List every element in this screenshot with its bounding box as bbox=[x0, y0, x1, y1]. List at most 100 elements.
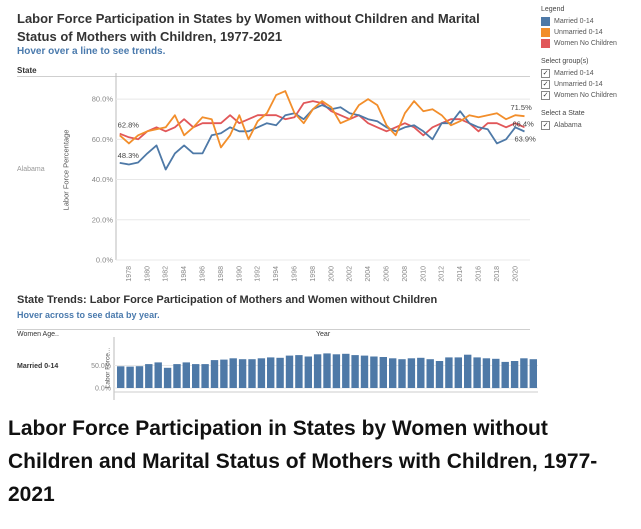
state-row-label: Alabama bbox=[17, 166, 45, 173]
series-line-unmarried-0-14[interactable] bbox=[119, 90, 525, 149]
bar[interactable] bbox=[445, 357, 453, 388]
series-line-married-0-14[interactable] bbox=[119, 104, 525, 171]
legend-swatch bbox=[541, 28, 550, 37]
bar[interactable] bbox=[351, 355, 359, 388]
bar[interactable] bbox=[332, 354, 341, 389]
bar[interactable] bbox=[238, 359, 247, 388]
trends-panel-title: State Trends: Labor Force Participation … bbox=[17, 294, 438, 306]
bar[interactable] bbox=[379, 357, 387, 388]
x-tick-label: 1998 bbox=[310, 266, 317, 282]
legend-item-no-children[interactable]: Women No Children bbox=[541, 38, 639, 49]
bar[interactable] bbox=[426, 359, 434, 388]
bar[interactable] bbox=[285, 355, 294, 388]
legend-label: Women No Children bbox=[554, 40, 617, 47]
legend-title: Legend bbox=[541, 6, 565, 13]
legend-item-married[interactable]: Married 0-14 bbox=[541, 16, 639, 27]
bar[interactable] bbox=[482, 358, 491, 388]
trends-header-divider bbox=[17, 329, 530, 330]
bar[interactable] bbox=[313, 354, 322, 389]
bar[interactable] bbox=[398, 359, 406, 388]
bar[interactable] bbox=[145, 364, 153, 388]
checkbox-label: Unmarried 0-14 bbox=[554, 81, 603, 88]
bar-chart[interactable]: 0.0% 50.0% bbox=[0, 330, 641, 400]
bar[interactable] bbox=[323, 353, 331, 388]
x-tick-label: 1982 bbox=[163, 266, 170, 282]
x-tick-label: 2010 bbox=[420, 266, 427, 282]
group-filter-title: Select group(s) bbox=[541, 58, 589, 65]
hover-hint: Hover over a line to see trends. bbox=[17, 46, 166, 57]
bar[interactable] bbox=[360, 355, 369, 388]
bar[interactable] bbox=[257, 358, 266, 388]
bar[interactable] bbox=[276, 357, 284, 388]
bar[interactable] bbox=[182, 362, 190, 388]
bar[interactable] bbox=[267, 357, 275, 388]
state-column-header: State bbox=[17, 66, 37, 75]
point-label: 66.4% bbox=[512, 119, 534, 128]
bar[interactable] bbox=[295, 355, 303, 388]
bar[interactable] bbox=[454, 357, 462, 388]
x-tick-label: 2020 bbox=[512, 266, 519, 282]
x-tick-label: 1984 bbox=[181, 266, 188, 282]
x-tick-label: 1990 bbox=[236, 266, 243, 282]
checkbox-label: Women No Children bbox=[554, 92, 617, 99]
group-column-header: Women Age.. bbox=[17, 331, 59, 338]
bar[interactable] bbox=[220, 359, 228, 388]
bar[interactable] bbox=[342, 353, 350, 388]
legend-panel: Legend Married 0-14 Unmarried 0-14 Women… bbox=[541, 6, 639, 131]
bar[interactable] bbox=[464, 354, 472, 388]
group-filter-no-children[interactable]: ✓ Women No Children bbox=[541, 90, 639, 101]
bar[interactable] bbox=[501, 361, 509, 388]
bar[interactable] bbox=[126, 366, 134, 388]
state-filter-title: Select a State bbox=[541, 110, 585, 117]
x-tick-label: 1994 bbox=[273, 266, 280, 282]
y-tick-label: 40.0% bbox=[92, 175, 114, 184]
bar[interactable] bbox=[173, 364, 181, 388]
bar[interactable] bbox=[210, 360, 219, 388]
bar[interactable] bbox=[201, 364, 209, 388]
state-filter-alabama[interactable]: ✓ Alabama bbox=[541, 120, 639, 131]
dashboard-title: Labor Force Participation in States by W… bbox=[17, 11, 480, 44]
bar[interactable] bbox=[135, 366, 144, 388]
x-tick-label: 2004 bbox=[365, 266, 372, 282]
bar[interactable] bbox=[473, 357, 481, 388]
bar[interactable] bbox=[304, 356, 312, 389]
x-tick-label: 2008 bbox=[402, 266, 409, 282]
bar[interactable] bbox=[248, 359, 256, 388]
trends-row-label: Married 0-14 bbox=[17, 363, 59, 370]
series-line-women-no-children[interactable] bbox=[119, 100, 525, 141]
point-label: 48.3% bbox=[118, 151, 140, 160]
checkbox-label: Alabama bbox=[554, 122, 582, 129]
bar[interactable] bbox=[407, 358, 416, 388]
x-tick-label: 1996 bbox=[291, 266, 298, 282]
checkbox[interactable]: ✓ bbox=[541, 69, 550, 78]
bar[interactable] bbox=[529, 359, 537, 388]
checkbox[interactable]: ✓ bbox=[541, 80, 550, 89]
point-label: 63.9% bbox=[514, 134, 536, 143]
bar[interactable] bbox=[389, 358, 397, 388]
x-tick-label: 2014 bbox=[457, 266, 464, 282]
bar[interactable] bbox=[117, 366, 125, 388]
bar[interactable] bbox=[417, 357, 425, 388]
checkbox[interactable]: ✓ bbox=[541, 121, 550, 130]
bar[interactable] bbox=[154, 362, 162, 388]
bar[interactable] bbox=[510, 361, 519, 388]
x-tick-label: 2006 bbox=[383, 266, 390, 282]
bar[interactable] bbox=[163, 367, 172, 389]
bar[interactable] bbox=[520, 358, 528, 388]
line-chart[interactable]: 0.0% 20.0% 40.0% 60.0% 80.0% 1978 1980 1982 1984… bbox=[0, 0, 641, 300]
bar[interactable] bbox=[435, 361, 444, 388]
legend-label: Married 0-14 bbox=[554, 18, 594, 25]
legend-swatch bbox=[541, 17, 550, 26]
y-tick-label: 0.0% bbox=[96, 256, 113, 265]
legend-swatch bbox=[541, 39, 550, 48]
checkbox[interactable]: ✓ bbox=[541, 91, 550, 100]
legend-item-unmarried[interactable]: Unmarried 0-14 bbox=[541, 27, 639, 38]
bar[interactable] bbox=[492, 358, 500, 389]
bar[interactable] bbox=[192, 364, 200, 388]
y-tick-label: 80.0% bbox=[92, 95, 114, 104]
bar[interactable] bbox=[229, 358, 237, 388]
group-filter-unmarried[interactable]: ✓ Unmarried 0-14 bbox=[541, 79, 639, 90]
group-filter-married[interactable]: ✓ Married 0-14 bbox=[541, 68, 639, 79]
bar[interactable] bbox=[370, 356, 378, 389]
year-column-header: Year bbox=[316, 331, 331, 338]
